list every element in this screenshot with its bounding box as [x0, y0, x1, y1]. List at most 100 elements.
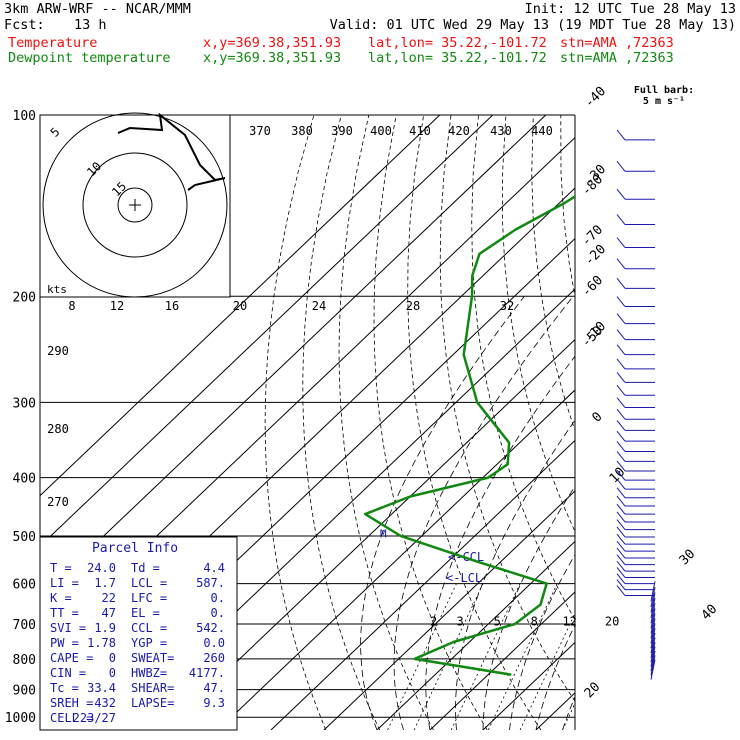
parcel-value: 223/27 [73, 711, 116, 725]
temperature-legend-label: Temperature [8, 35, 98, 51]
parcel-info-panel [39, 536, 238, 731]
moist-adiabat-line [509, 553, 575, 730]
wind-barb-flag [616, 188, 626, 200]
moist-adiabat-line [360, 296, 525, 730]
moist-adiabat-line [589, 296, 740, 730]
wind-barb [650, 646, 656, 667]
hodograph-ring [42, 112, 228, 298]
forecast-label: Fcst: [4, 17, 45, 33]
parcel-value: 24.0 [87, 561, 116, 575]
parcel-info-title: Parcel Info [92, 541, 178, 556]
pressure-tick-label: 200 [13, 290, 36, 305]
pressure-tick-label: 700 [13, 618, 36, 633]
wind-barb [650, 592, 656, 613]
mixing-ratio-line [487, 583, 558, 730]
parcel-value: 587. [196, 576, 225, 590]
parcel-label: CAPE = [50, 651, 93, 665]
parcel-label: Tc = [50, 681, 79, 695]
wind-barb [650, 608, 656, 629]
dewpoint-legend-label: Dewpoint temperature [8, 50, 171, 66]
wind-barb [650, 642, 656, 663]
wind-barb-flag [616, 585, 626, 596]
wind-barb-flag [616, 397, 626, 408]
m-marker: M [380, 527, 387, 540]
dewpoint-station: stn=AMA ,72363 [560, 50, 674, 66]
wind-barb-flag [616, 503, 626, 515]
parcel-value: 9.3 [203, 696, 225, 710]
hodograph-trace [117, 112, 226, 191]
theta-e-label: 420 [448, 124, 470, 138]
dry-adiabat-line [643, 115, 740, 730]
wind-barb-flag [616, 533, 626, 545]
wind-barb-flag [616, 495, 626, 507]
parcel-value: 542. [196, 621, 225, 635]
temperature-xy: x,y=369.38,351.93 [203, 35, 342, 51]
lcl-marker: <-LCL [446, 571, 482, 585]
wind-barb-flag [616, 214, 626, 225]
parcel-label: Td = [131, 561, 160, 575]
wind-barb [650, 613, 656, 634]
barb-key-title: Full barb: [634, 85, 694, 96]
wind-barb [650, 581, 656, 602]
pressure-tick-label: 400 [13, 472, 36, 487]
parcel-label: SREH = [50, 696, 93, 710]
dry-adiabat-line [725, 115, 740, 730]
hodograph-ring [117, 187, 153, 223]
parcel-label: SVI = [50, 621, 86, 635]
parcel-value: 47 [102, 606, 116, 620]
forecast-hour: 13 h [74, 17, 107, 33]
wind-barb-flag [616, 408, 626, 420]
temperature-scale-label: 32 [500, 299, 514, 313]
dry-adiabat-line [502, 115, 575, 533]
isotherm-label: 40 [699, 602, 721, 624]
dry-adiabat-line [560, 115, 575, 299]
temperature-scale-label: 8 [68, 299, 75, 313]
wind-barb-flag [616, 420, 626, 431]
wind-barb-flag [616, 460, 626, 472]
isotherm-line [40, 115, 547, 598]
wind-barb-flag [616, 567, 626, 578]
isotherm-line [482, 641, 575, 730]
dewpoint-xy: x,y=369.38,351.93 [203, 50, 342, 66]
isotherm-label: -60 [579, 273, 606, 300]
isotherm-line [535, 692, 575, 730]
wind-barb-flag [616, 358, 626, 370]
isotherm-line [323, 490, 575, 730]
wind-barb-flag [616, 547, 626, 559]
dry-adiabat-label: 290 [47, 344, 69, 358]
wind-barb [650, 618, 656, 639]
moist-adiabat-line [482, 485, 575, 730]
isotherm-line [429, 591, 575, 730]
wind-barb-flag [616, 430, 626, 442]
parcel-value: 0 [109, 666, 116, 680]
pressure-tick-label: 500 [13, 530, 36, 545]
parcel-value: 1.9 [94, 621, 116, 635]
dry-adiabat-line [471, 115, 575, 621]
parcel-label: TT = [50, 606, 79, 620]
parcel-label: EL = [131, 606, 160, 620]
theta-e-label: 370 [249, 124, 271, 138]
wind-barb [650, 586, 656, 608]
parcel-value: 0.0 [203, 636, 225, 650]
isotherm-line [376, 540, 575, 730]
isotherm-line [40, 115, 441, 497]
wind-barb-flag [616, 469, 626, 481]
wind-barb [650, 650, 656, 672]
wind-barb [650, 637, 656, 658]
wind-barb-flag [616, 451, 626, 462]
wind-barb-flag [616, 487, 626, 499]
parcel-value: 33.4 [87, 681, 116, 695]
temperature-scale-label: 12 [110, 299, 124, 313]
isotherm-line [217, 389, 575, 730]
dry-adiabat-label: 280 [47, 422, 69, 436]
dry-adiabat-line [698, 115, 740, 730]
wind-barb-flag [616, 554, 626, 565]
wind-barb-flag [616, 540, 626, 552]
mixing-ratio-label: 12 [562, 614, 576, 628]
pressure-tick-label: 800 [13, 653, 36, 668]
init-time: Init: 12 UTC Tue 28 May 13 [524, 1, 736, 17]
parcel-value: 4.4 [203, 561, 225, 575]
parcel-value: 1.78 [87, 636, 116, 650]
dry-adiabat-line [616, 115, 740, 730]
wind-barb [650, 597, 656, 619]
